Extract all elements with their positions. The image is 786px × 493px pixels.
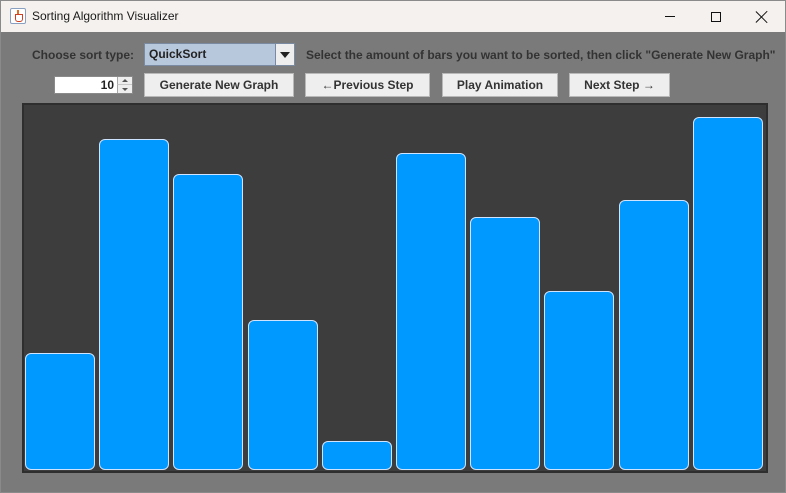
maximize-icon [711,11,721,22]
increment-button[interactable] [117,77,132,85]
sort-bar [248,320,318,470]
sort-bar [99,139,169,470]
close-icon [756,11,768,23]
instruction-text: Select the amount of bars you want to be… [306,48,776,62]
sort-type-dropdown[interactable]: QuickSort [144,43,295,66]
sort-bar [470,217,540,470]
play-animation-button[interactable]: Play Animation [442,73,558,97]
dropdown-arrow-button[interactable] [275,44,294,65]
bar-count-spinner[interactable] [54,76,133,94]
sort-bar [619,200,689,470]
close-button[interactable] [739,1,785,32]
next-step-button[interactable]: Next Step → [569,73,670,97]
window-title: Sorting Algorithm Visualizer [32,9,179,23]
sort-bar [25,353,95,470]
sort-type-value: QuickSort [149,47,207,61]
sort-bar [396,153,466,470]
sort-bar [544,291,614,470]
decrement-button[interactable] [117,85,132,93]
previous-step-button[interactable]: ←Previous Step [305,73,430,97]
java-cup-icon [10,8,26,24]
bar-count-input[interactable] [55,77,117,93]
minimize-icon [665,16,675,17]
generate-graph-button[interactable]: Generate New Graph [144,73,294,97]
sort-bar [322,441,392,470]
chevron-down-icon [280,51,290,58]
sort-bar [173,174,243,470]
sort-type-label: Choose sort type: [32,48,135,62]
maximize-button[interactable] [693,1,739,32]
arrow-up-icon [122,79,128,82]
title-bar: Sorting Algorithm Visualizer [1,1,785,32]
sort-bar [693,117,763,470]
visualization-canvas [22,103,768,473]
arrow-down-icon [122,87,128,91]
minimize-button[interactable] [647,1,693,32]
